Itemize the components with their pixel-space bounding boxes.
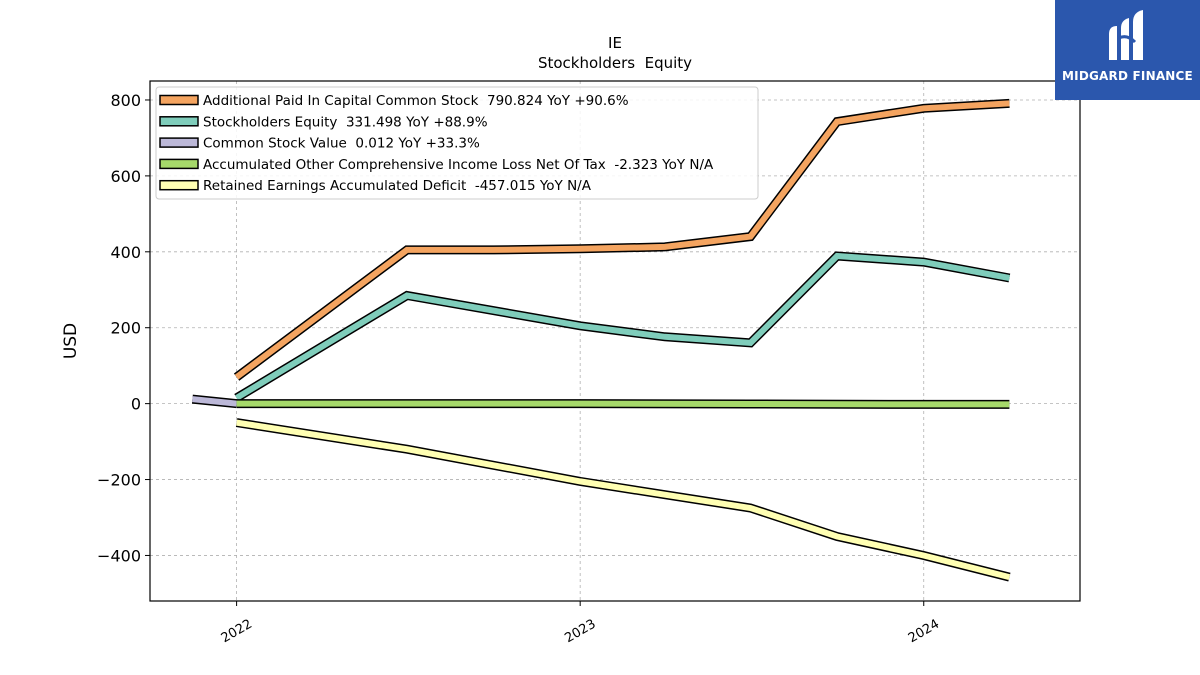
x-tick-label: 2023 <box>562 617 598 647</box>
legend-entry: Accumulated Other Comprehensive Income L… <box>203 157 714 173</box>
x-tick-label: 2022 <box>219 617 255 647</box>
y-tick-label: 0 <box>131 395 141 414</box>
plot-frame <box>149 80 1081 602</box>
legend-entry: Retained Earnings Accumulated Deficit -4… <box>203 178 592 194</box>
series-line-0 <box>234 100 1010 380</box>
x-axis: 2022 2023 2024 <box>219 601 942 646</box>
legend-swatch <box>159 94 199 106</box>
y-tick-label: 200 <box>110 319 141 338</box>
midgard-finance-logo: MIDGARD FINANCE <box>1055 0 1200 100</box>
legend: Additional Paid In Capital Common Stock … <box>155 86 759 200</box>
logo-text: MIDGARD FINANCE <box>1062 69 1193 83</box>
midgard-logo-icon <box>1109 10 1143 60</box>
legend-swatch <box>159 158 199 170</box>
y-tick-label: 600 <box>110 167 141 186</box>
series-line-1 <box>235 252 1010 401</box>
legend-entry: Common Stock Value 0.012 YoY +33.3% <box>203 136 480 152</box>
legend-entry: Additional Paid In Capital Common Stock … <box>203 93 629 109</box>
series-line-2 <box>192 396 237 407</box>
series-group <box>191 98 1011 582</box>
series-line-3 <box>236 400 1010 408</box>
y-tick-label: 800 <box>110 91 141 110</box>
legend-swatch <box>159 179 199 191</box>
y-tick-label: −400 <box>97 546 141 565</box>
chart-title: IE <box>608 34 622 52</box>
series-line-4 <box>236 419 1011 581</box>
y-axis: −400 −200 0 200 400 600 800 <box>97 91 150 565</box>
legend-box <box>155 86 759 200</box>
legend-swatch <box>159 116 199 127</box>
legend-swatch <box>159 137 199 148</box>
x-tick-label: 2024 <box>906 617 942 647</box>
series-outline-4 <box>235 418 1011 582</box>
legend-entry: Stockholders Equity 331.498 YoY +88.9% <box>203 114 488 130</box>
chart-subtitle: Stockholders Equity <box>538 54 692 72</box>
y-tick-label: −200 <box>97 471 141 490</box>
y-tick-label: 400 <box>110 243 141 262</box>
y-axis-label: USD <box>61 323 81 359</box>
